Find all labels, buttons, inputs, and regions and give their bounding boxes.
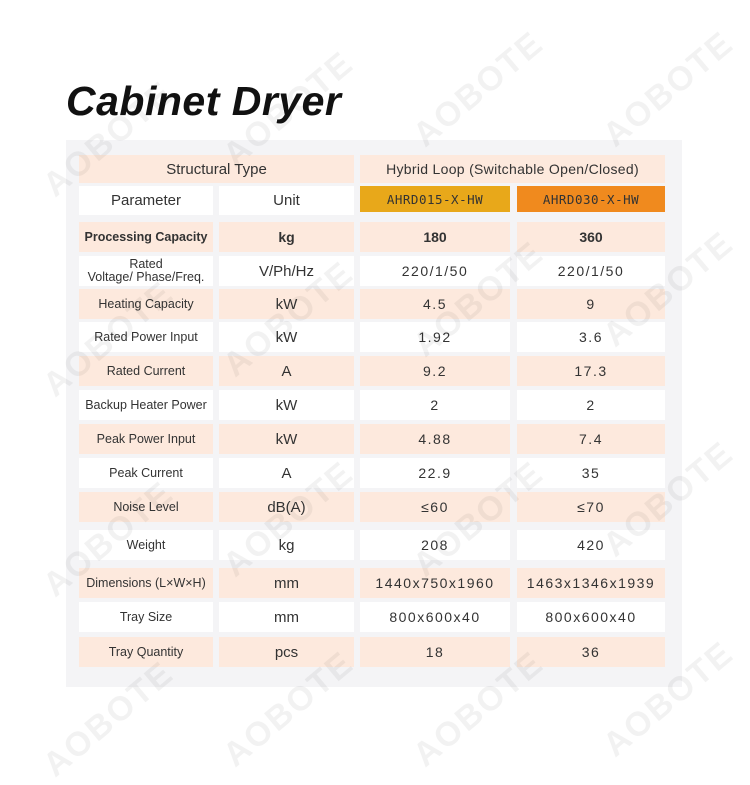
table-row: Noise Level dB(A) ≤60 ≤70	[79, 492, 665, 522]
model-1-value: 2	[360, 390, 510, 420]
param-cell: Backup Heater Power	[79, 390, 213, 420]
model-1-value: ≤60	[360, 492, 510, 522]
unit-header: Unit	[219, 186, 354, 215]
param-cell: Rated Voltage/ Phase/Freq.	[79, 256, 213, 286]
unit-cell: kg	[219, 222, 354, 252]
model-2-value: 800x600x40	[517, 602, 665, 632]
model-2-label: AHRD030-X-HW	[542, 191, 640, 209]
structural-type-label: Structural Type	[79, 155, 354, 183]
model-1-value: 18	[360, 637, 510, 667]
table-row: Tray Size mm 800x600x40 800x600x40	[79, 602, 665, 632]
model-2-header: AHRD030-X-HW	[517, 186, 665, 212]
param-cell: Dimensions (L×W×H)	[79, 568, 213, 598]
model-2-value: 360	[517, 222, 665, 252]
table-row: Tray Quantity pcs 18 36	[79, 637, 665, 667]
unit-cell: kW	[219, 390, 354, 420]
header-row-structural: Structural Type Hybrid Loop (Switchable …	[79, 155, 665, 183]
model-1-value: 220/1/50	[360, 256, 510, 286]
unit-cell: A	[219, 356, 354, 386]
unit-cell: kW	[219, 322, 354, 352]
table-row: Peak Current A 22.9 35	[79, 458, 665, 488]
model-2-value: 9	[517, 289, 665, 319]
watermark: AOBOTE	[405, 23, 551, 155]
model-2-value: ≤70	[517, 492, 665, 522]
unit-cell: pcs	[219, 637, 354, 667]
param-cell: Rated Power Input	[79, 322, 213, 352]
table-row: Backup Heater Power kW 2 2	[79, 390, 665, 420]
model-2-value: 3.6	[517, 322, 665, 352]
table-row: Peak Power Input kW 4.88 7.4	[79, 424, 665, 454]
param-cell: Peak Current	[79, 458, 213, 488]
model-1-header: AHRD015-X-HW	[360, 186, 510, 212]
model-2-value: 1463x1346x1939	[517, 568, 665, 598]
unit-cell: mm	[219, 602, 354, 632]
table-row: Rated Power Input kW 1.92 3.6	[79, 322, 665, 352]
unit-cell: kW	[219, 424, 354, 454]
table-row: Heating Capacity kW 4.5 9	[79, 289, 665, 319]
parameter-header: Parameter	[79, 186, 213, 215]
model-1-value: 1.92	[360, 322, 510, 352]
param-cell: Heating Capacity	[79, 289, 213, 319]
page-title: Cabinet Dryer	[66, 78, 342, 124]
unit-cell: kW	[219, 289, 354, 319]
model-1-label: AHRD015-X-HW	[386, 191, 484, 209]
unit-cell: A	[219, 458, 354, 488]
table-row: Weight kg 208 420	[79, 530, 665, 560]
model-1-value: 1440x750x1960	[360, 568, 510, 598]
param-cell: Rated Current	[79, 356, 213, 386]
model-1-value: 208	[360, 530, 510, 560]
param-cell: Tray Quantity	[79, 637, 213, 667]
param-cell: Noise Level	[79, 492, 213, 522]
param-cell: Tray Size	[79, 602, 213, 632]
model-1-value: 800x600x40	[360, 602, 510, 632]
model-1-value: 4.5	[360, 289, 510, 319]
watermark: AOBOTE	[595, 23, 741, 155]
model-1-value: 22.9	[360, 458, 510, 488]
model-1-value: 9.2	[360, 356, 510, 386]
model-2-value: 220/1/50	[517, 256, 665, 286]
unit-cell: dB(A)	[219, 492, 354, 522]
model-2-value: 35	[517, 458, 665, 488]
structural-type-value: Hybrid Loop (Switchable Open/Closed)	[360, 155, 665, 183]
model-2-value: 36	[517, 637, 665, 667]
table-row: Dimensions (L×W×H) mm 1440x750x1960 1463…	[79, 568, 665, 598]
param-cell: Weight	[79, 530, 213, 560]
param-cell: Processing Capacity	[79, 222, 213, 252]
table-row: Rated Current A 9.2 17.3	[79, 356, 665, 386]
model-2-value: 2	[517, 390, 665, 420]
model-2-value: 7.4	[517, 424, 665, 454]
model-2-value: 17.3	[517, 356, 665, 386]
header-row-parameter: Parameter Unit AHRD015-X-HW AHRD030-X-HW	[79, 186, 665, 215]
unit-cell: mm	[219, 568, 354, 598]
model-1-value: 4.88	[360, 424, 510, 454]
model-2-value: 420	[517, 530, 665, 560]
model-1-value: 180	[360, 222, 510, 252]
unit-cell: V/Ph/Hz	[219, 256, 354, 286]
unit-cell: kg	[219, 530, 354, 560]
table-row: Processing Capacity kg 180 360	[79, 222, 665, 252]
param-cell: Peak Power Input	[79, 424, 213, 454]
table-row: Rated Voltage/ Phase/Freq. V/Ph/Hz 220/1/…	[79, 256, 665, 286]
